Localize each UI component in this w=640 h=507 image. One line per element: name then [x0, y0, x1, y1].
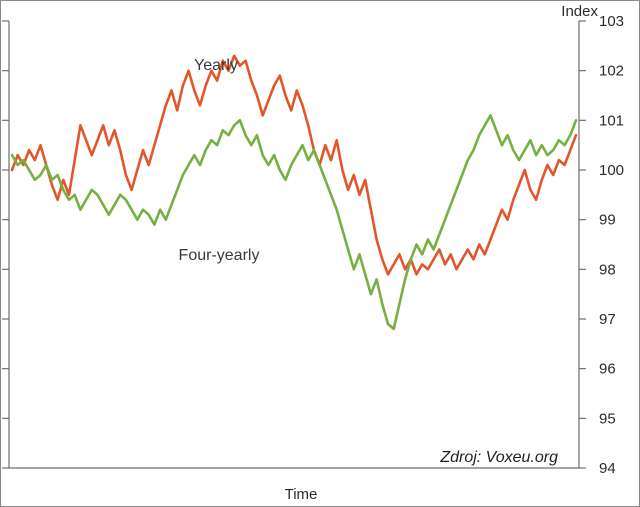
y-tick-label: 101 [599, 112, 624, 129]
four-yearly-series-label: Four-yearly [179, 247, 260, 264]
axes-layer: 94 95 96 97 98 99 100 101 102 103 [2, 13, 624, 477]
y-tick-label: 97 [599, 311, 616, 328]
yearly-series-label: Yearly [194, 57, 238, 74]
y-axis-title: Index [561, 3, 598, 20]
source-credit: Zdroj: Voxeu.org [439, 449, 558, 466]
y-tick-label: 103 [599, 13, 624, 30]
x-axis-title: Time [285, 486, 318, 503]
y-tick-label: 96 [599, 361, 616, 378]
yearly-series-line [10, 54, 578, 276]
y-tick-label: 98 [599, 261, 616, 278]
y-tick-label: 100 [599, 162, 624, 179]
four-yearly-series-line [10, 114, 578, 331]
y-tick-label: 102 [599, 63, 624, 80]
y-tick-label: 94 [599, 460, 616, 477]
y-tick-label: 99 [599, 212, 616, 229]
series-layer [10, 54, 578, 331]
y-tick-label: 95 [599, 410, 616, 427]
